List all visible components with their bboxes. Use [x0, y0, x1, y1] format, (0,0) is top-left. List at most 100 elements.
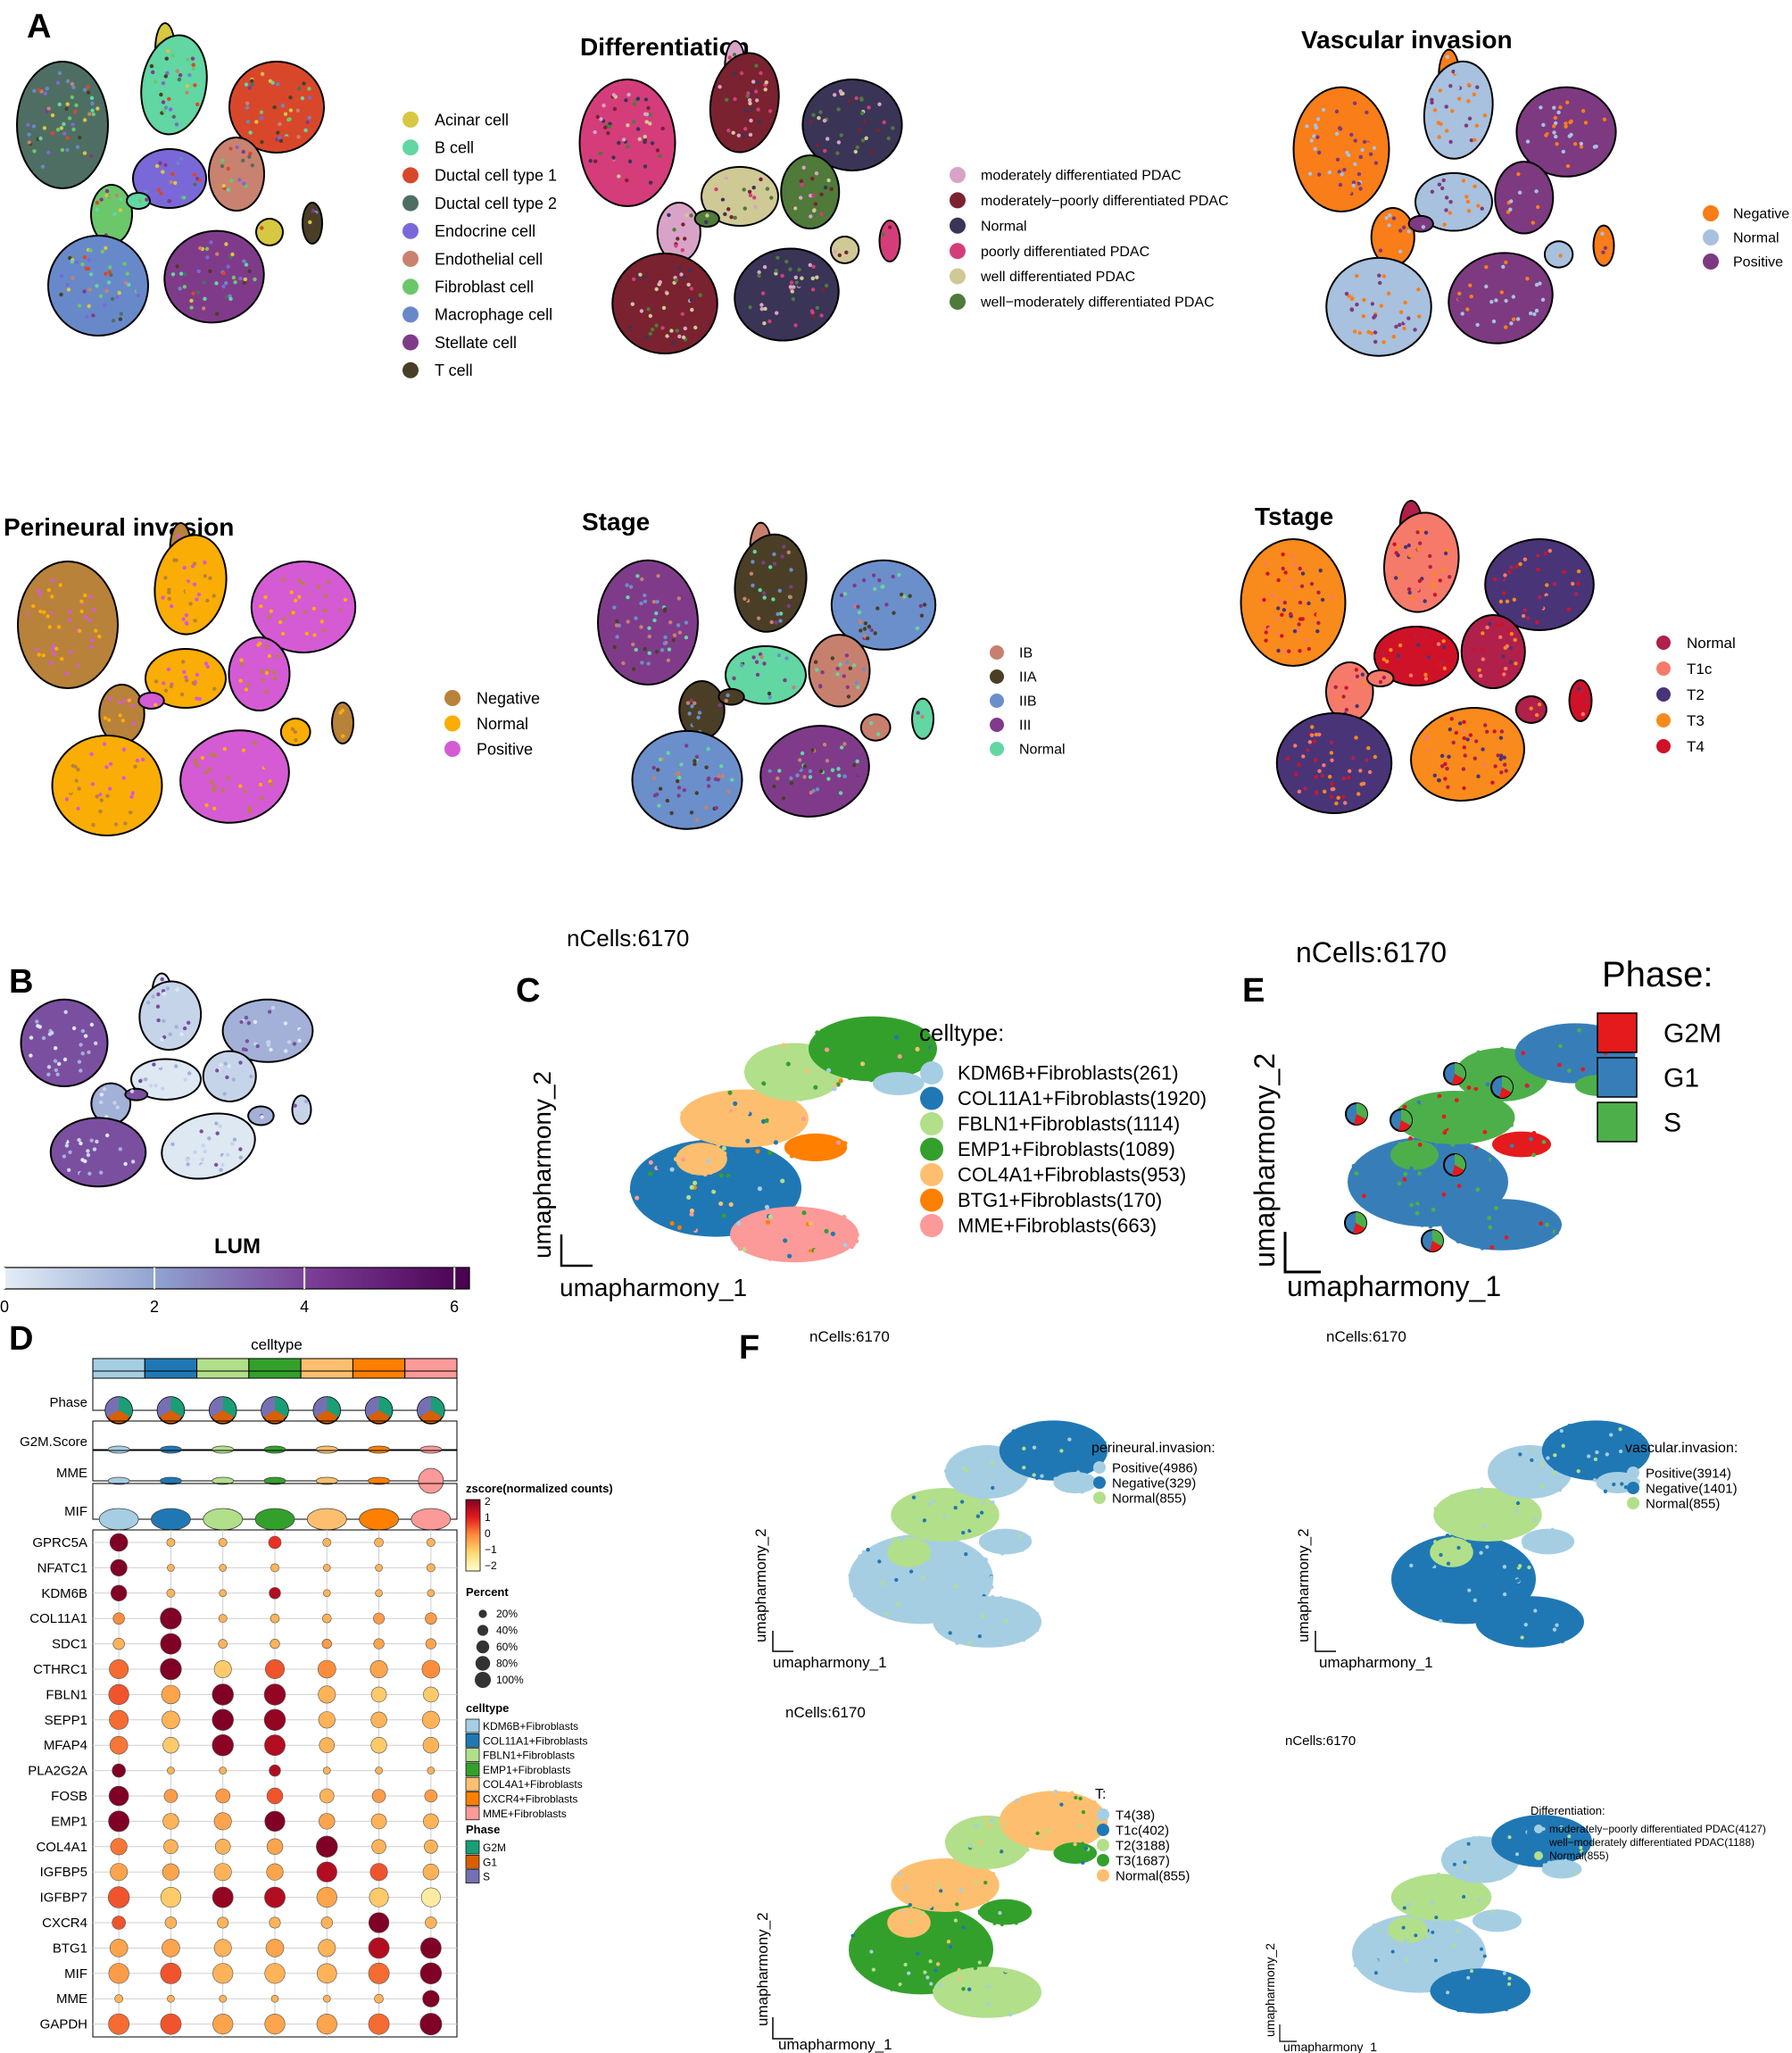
cell-point: [794, 1254, 800, 1259]
cell-point: [937, 1868, 942, 1873]
cell-point: [59, 620, 63, 625]
cell-point: [1460, 1583, 1465, 1587]
cell-point: [1465, 307, 1470, 312]
cell-point: [215, 1131, 220, 1135]
cell-point: [1083, 1481, 1087, 1485]
cell-point: [743, 1173, 749, 1178]
cell-point: [1488, 1625, 1493, 1629]
cell-point: [1481, 657, 1486, 661]
cell-point: [861, 1550, 867, 1554]
cell-point: [84, 266, 89, 271]
cell-point: [121, 776, 126, 780]
cell-point: [718, 754, 722, 759]
legend-label: KDM6B+Fibroblasts(261): [958, 1062, 1179, 1085]
cell-point: [28, 1050, 32, 1054]
cell-point: [1448, 742, 1452, 746]
cell-point: [680, 646, 685, 652]
cell-point: [744, 1110, 750, 1116]
cell-point: [1525, 1858, 1529, 1863]
cell-point: [624, 98, 628, 103]
cell-point: [1443, 551, 1448, 556]
fib-cluster: [1541, 1859, 1582, 1879]
cell-point: [229, 179, 234, 183]
cell-point: [1282, 601, 1288, 605]
cell-point: [1539, 1221, 1543, 1226]
cell-point: [204, 802, 209, 808]
cell-point: [1522, 1469, 1526, 1474]
cell-point: [682, 810, 686, 816]
cell-point: [1426, 1210, 1431, 1215]
cell-point: [841, 121, 845, 126]
cell-point: [71, 276, 75, 280]
cell-point: [1340, 172, 1344, 177]
legend-key: [1097, 1839, 1109, 1851]
cell-point: [785, 1043, 791, 1050]
cell-point: [74, 261, 79, 265]
cell-point: [205, 664, 210, 669]
gene-label: SDC1: [52, 1637, 87, 1652]
cell-point: [295, 108, 300, 113]
cell-point: [1594, 145, 1598, 149]
cell-point: [1534, 189, 1539, 194]
legend-key: [1097, 1824, 1109, 1836]
cell-point: [1315, 612, 1321, 617]
cell-point: [1348, 303, 1352, 308]
cell-point: [1518, 1217, 1522, 1222]
cell-point: [849, 1953, 853, 1957]
cell-point: [1468, 1890, 1473, 1894]
cell-point: [1548, 1629, 1553, 1634]
cell-point: [1297, 762, 1301, 767]
cell-point: [814, 1041, 819, 1046]
cell-point: [922, 603, 927, 607]
cell-point: [159, 191, 163, 195]
cell-point: [1309, 733, 1315, 737]
cell-point: [1418, 560, 1423, 564]
cell-point: [1473, 1161, 1478, 1167]
legend-label: T4(38): [1116, 1808, 1155, 1823]
legend-label: G1: [1663, 1064, 1699, 1093]
legend-key: [402, 306, 419, 323]
cell-point: [238, 784, 243, 788]
cell-point: [1288, 609, 1293, 613]
cell-point: [1440, 181, 1445, 186]
cell-point: [873, 1959, 877, 1965]
cell-point: [924, 1532, 928, 1537]
cell-point: [838, 89, 843, 94]
cell-point: [1592, 1478, 1597, 1483]
cell-point: [128, 1156, 132, 1161]
cell-point: [676, 596, 681, 601]
cell-point: [1307, 601, 1311, 606]
cell-point: [161, 81, 166, 86]
cell-point: [1515, 1500, 1521, 1506]
cell-point: [931, 1894, 935, 1899]
cell-point: [1433, 1888, 1438, 1892]
cell-point: [1451, 1194, 1456, 1200]
cell-point: [1423, 672, 1428, 677]
cell-point: [1467, 76, 1473, 81]
cell-point: [764, 1204, 770, 1209]
cell-point: [71, 127, 76, 132]
cell-point: [1322, 135, 1327, 139]
cell-point: [983, 1557, 987, 1562]
cell-point: [598, 151, 603, 156]
cell-point: [1320, 597, 1325, 603]
cell-point: [1474, 1593, 1480, 1598]
cell-point: [1369, 341, 1374, 346]
cell-point: [253, 277, 257, 282]
cell-point: [76, 768, 80, 772]
cell-point: [640, 661, 644, 665]
legend-label: well−moderately differentiated PDAC: [980, 295, 1215, 311]
cell-point: [689, 698, 693, 702]
cell-point: [818, 684, 823, 688]
cell-point: [1416, 1100, 1422, 1105]
cell-point: [595, 114, 600, 120]
cell-point: [227, 1064, 231, 1068]
cell-point: [86, 1152, 91, 1158]
cell-point: [829, 148, 834, 153]
cell-point: [986, 1972, 991, 1976]
cell-point: [233, 280, 237, 285]
cell-point: [847, 1028, 852, 1034]
cell-point: [1536, 204, 1540, 210]
cell-point: [1485, 1922, 1489, 1926]
